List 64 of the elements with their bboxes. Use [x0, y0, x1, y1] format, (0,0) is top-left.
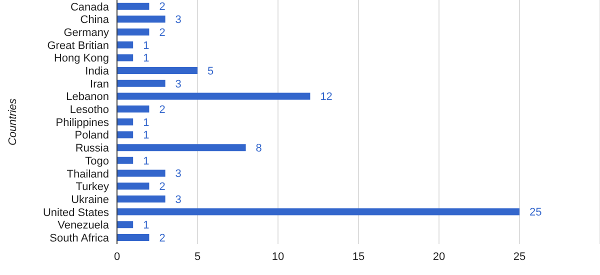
bar: [117, 221, 134, 228]
y-tick-label: United States: [42, 206, 110, 219]
bar: [117, 106, 150, 113]
bar: [117, 195, 166, 202]
bar: [117, 170, 166, 177]
y-tick-label: Great Britian: [47, 40, 109, 52]
y-tick-label: Hong Kong: [54, 52, 109, 65]
bar: [117, 208, 520, 216]
bar: [117, 92, 310, 100]
data-label: 3: [175, 168, 182, 180]
data-label: 1: [143, 52, 150, 65]
bar: [117, 234, 150, 241]
y-tick-label: Philippines: [56, 116, 110, 129]
y-axis-title: Countries: [6, 98, 19, 146]
data-label: 25: [530, 206, 542, 219]
bar: [117, 28, 150, 36]
x-tick-label: 10: [272, 250, 284, 263]
data-label: 12: [320, 91, 332, 104]
y-tick-label: Turkey: [76, 181, 110, 194]
y-tick-label: India: [85, 66, 110, 78]
data-label: 3: [175, 78, 182, 90]
y-tick-label: Poland: [74, 130, 109, 142]
bar: [117, 2, 150, 10]
bar: [117, 118, 134, 126]
y-tick-label: Togo: [85, 155, 109, 168]
bar: [117, 156, 134, 164]
y-tick-label: Canada: [70, 1, 110, 14]
bar: [117, 80, 166, 87]
data-label: 8: [256, 142, 262, 154]
bar: [117, 16, 166, 23]
x-tick-label: 15: [352, 250, 365, 263]
x-tick-label: 0: [114, 250, 120, 263]
data-label: 1: [143, 155, 150, 168]
data-label: 2: [159, 232, 166, 244]
y-tick-label: Venezuela: [58, 220, 110, 232]
y-tick-label: Thailand: [66, 168, 109, 180]
y-tick-label: Iran: [90, 78, 109, 90]
y-tick-label: Germany: [64, 27, 110, 40]
y-tick-label: Russia: [75, 142, 110, 155]
data-label: 2: [159, 181, 166, 194]
y-tick-label: Ukraine: [71, 194, 109, 206]
bar: [117, 41, 134, 48]
data-label: 1: [143, 220, 150, 232]
bar: [117, 131, 134, 138]
bar: [117, 54, 134, 62]
y-tick-label: China: [80, 14, 110, 26]
data-label: 1: [143, 130, 150, 142]
data-label: 3: [175, 194, 182, 206]
data-label: 3: [175, 14, 182, 26]
y-tick-label: Lesotho: [70, 104, 109, 116]
bar: [117, 144, 246, 152]
x-tick-label: 5: [194, 250, 201, 263]
data-label: 2: [159, 1, 166, 14]
data-label: 1: [143, 116, 150, 129]
y-tick-label: South Africa: [50, 232, 110, 244]
data-label: 2: [159, 104, 166, 116]
bar: [117, 67, 198, 74]
data-label: 2: [159, 26, 166, 39]
x-tick-label: 25: [513, 250, 526, 263]
x-tick-label: 20: [432, 250, 446, 263]
data-label: 5: [208, 65, 214, 78]
bar: [117, 182, 150, 190]
y-tick-label: Lebanon: [66, 91, 109, 104]
data-label: 1: [143, 40, 150, 52]
